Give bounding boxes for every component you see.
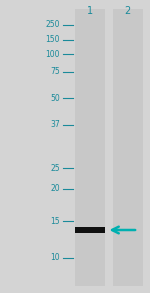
Text: 10: 10 — [50, 253, 60, 262]
Text: 50: 50 — [50, 94, 60, 103]
Text: 1: 1 — [87, 6, 93, 16]
Text: 25: 25 — [50, 164, 60, 173]
Text: 20: 20 — [50, 185, 60, 193]
Bar — [112, 9, 142, 286]
Text: 150: 150 — [45, 35, 60, 44]
Text: 100: 100 — [45, 50, 60, 59]
Text: 15: 15 — [50, 217, 60, 226]
Bar — [75, 9, 105, 286]
Text: 250: 250 — [45, 21, 60, 29]
Text: 75: 75 — [50, 67, 60, 76]
Text: 37: 37 — [50, 120, 60, 129]
Text: 2: 2 — [124, 6, 131, 16]
Bar — [75, 227, 105, 233]
